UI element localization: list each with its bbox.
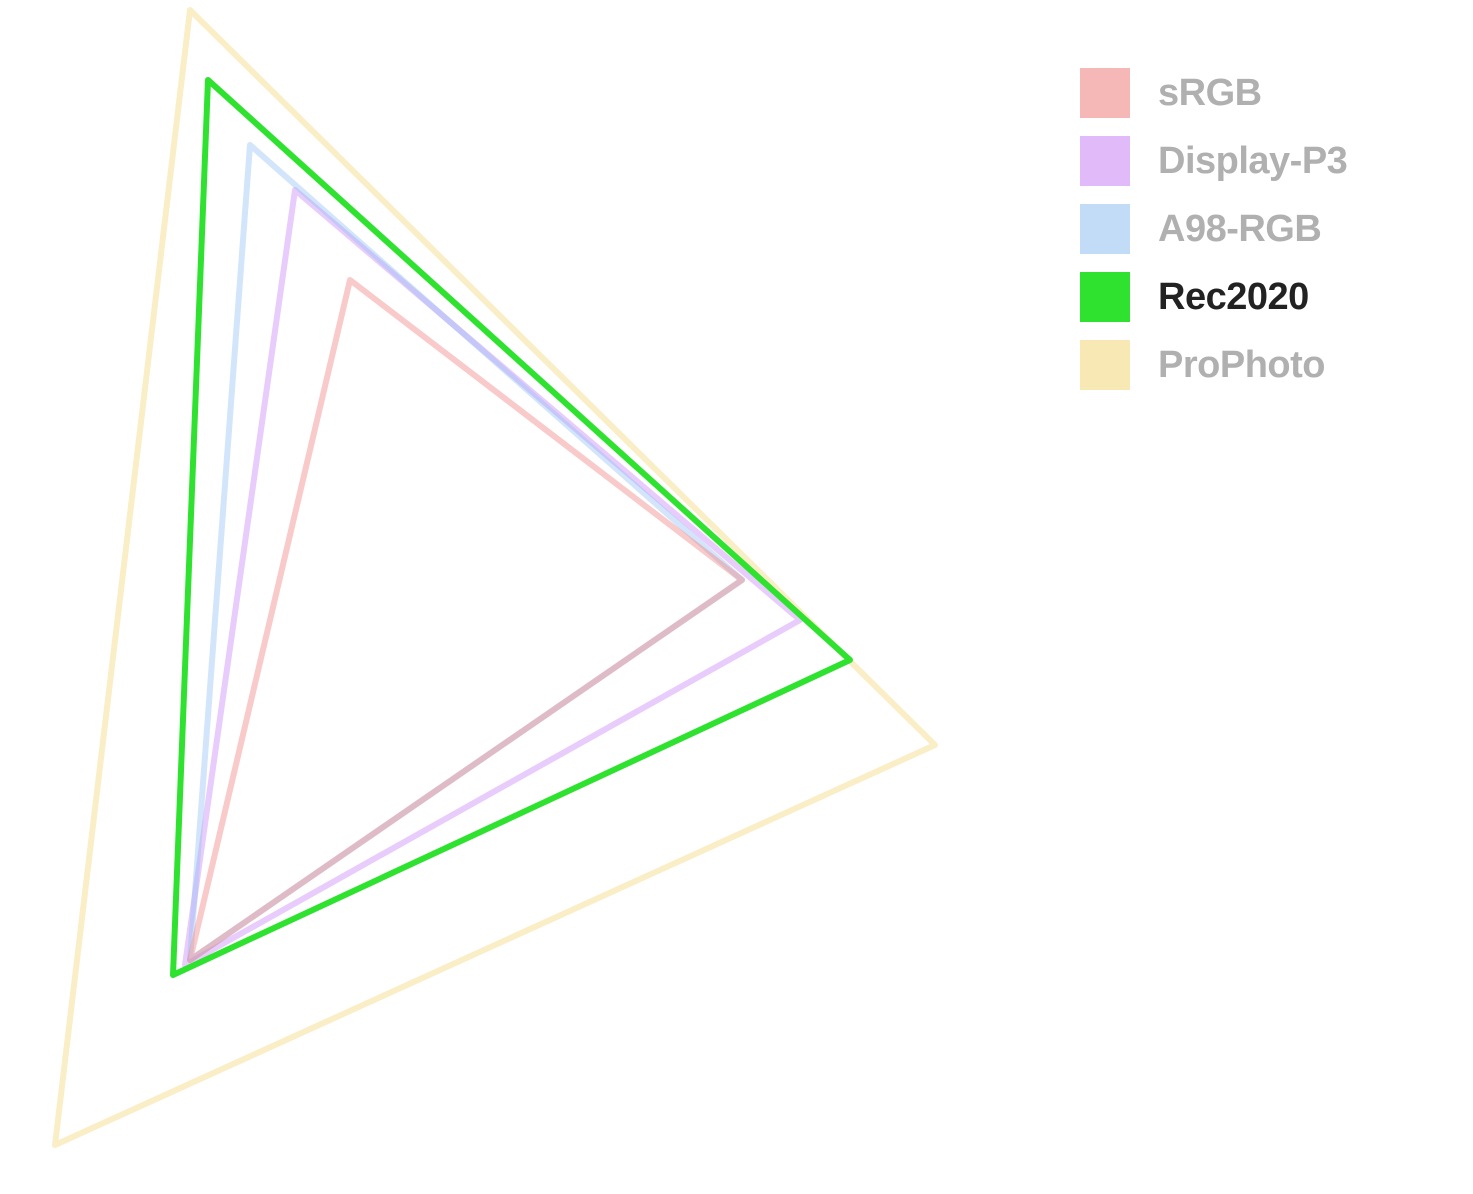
legend-label-a98-rgb: A98-RGB (1158, 208, 1321, 251)
legend-label-prophoto: ProPhoto (1158, 344, 1325, 387)
gamut-triangle-rec2020 (173, 80, 850, 975)
legend-swatch-rec2020 (1080, 272, 1130, 322)
legend-label-srgb: sRGB (1158, 72, 1262, 115)
legend-swatch-a98-rgb (1080, 204, 1130, 254)
legend-swatch-prophoto (1080, 340, 1130, 390)
legend: sRGB Display-P3 A98-RGB Rec2020 ProPhoto (1080, 68, 1347, 408)
legend-label-display-p3: Display-P3 (1158, 140, 1347, 183)
legend-item-display-p3[interactable]: Display-P3 (1080, 136, 1347, 186)
legend-item-srgb[interactable]: sRGB (1080, 68, 1347, 118)
legend-item-a98-rgb[interactable]: A98-RGB (1080, 204, 1347, 254)
legend-item-prophoto[interactable]: ProPhoto (1080, 340, 1347, 390)
legend-label-rec2020: Rec2020 (1158, 276, 1309, 319)
legend-swatch-display-p3 (1080, 136, 1130, 186)
legend-swatch-srgb (1080, 68, 1130, 118)
gamut-triangle-srgb (190, 280, 742, 960)
legend-item-rec2020[interactable]: Rec2020 (1080, 272, 1347, 322)
